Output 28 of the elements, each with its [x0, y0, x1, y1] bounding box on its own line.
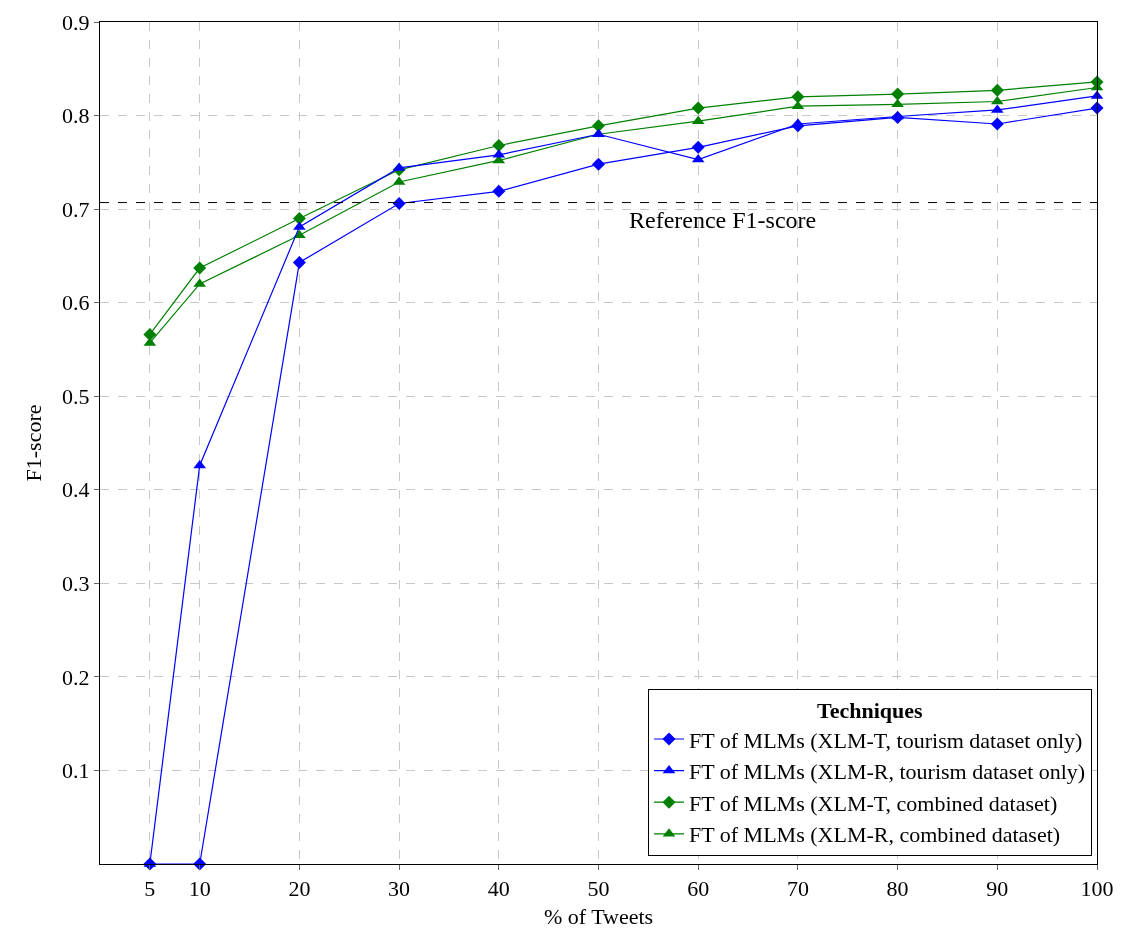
x-tick-label: 100: [1080, 876, 1114, 902]
y-tick-label: 0.1: [62, 758, 90, 784]
x-tick-label: 70: [786, 876, 809, 902]
legend-label: FT of MLMs (XLM-T, combined dataset): [689, 790, 1058, 816]
x-tick-label: 90: [986, 876, 1009, 902]
y-tick-label: 0.3: [62, 571, 90, 597]
y-tick-label: 0.7: [62, 196, 90, 222]
y-axis-title: F1-score: [20, 404, 46, 482]
y-tick-label: 0.9: [62, 9, 90, 35]
legend-title: Techniques: [817, 698, 924, 724]
x-tick-label: 40: [487, 876, 510, 902]
y-tick-label: 0.5: [62, 383, 90, 409]
y-tick-label: 0.2: [62, 664, 90, 690]
x-tick-label: 5: [144, 876, 156, 902]
x-tick-label: 50: [587, 876, 610, 902]
x-axis-title: % of Tweets: [543, 904, 654, 930]
legend-label: FT of MLMs (XLM-R, tourism dataset only): [689, 759, 1086, 785]
x-tick-label: 10: [188, 876, 211, 902]
y-tick-label: 0.6: [62, 290, 90, 316]
y-tick-label: 0.8: [62, 103, 90, 129]
legend-label: FT of MLMs (XLM-R, combined dataset): [689, 822, 1061, 848]
x-tick-label: 80: [886, 876, 909, 902]
ref-line-label: Reference F1-score: [629, 207, 817, 233]
x-tick-label: 30: [388, 876, 411, 902]
y-tick-label: 0.4: [62, 477, 90, 503]
x-tick-label: 20: [288, 876, 311, 902]
legend-label: FT of MLMs (XLM-T, tourism dataset only): [689, 727, 1083, 753]
x-tick-label: 60: [687, 876, 710, 902]
